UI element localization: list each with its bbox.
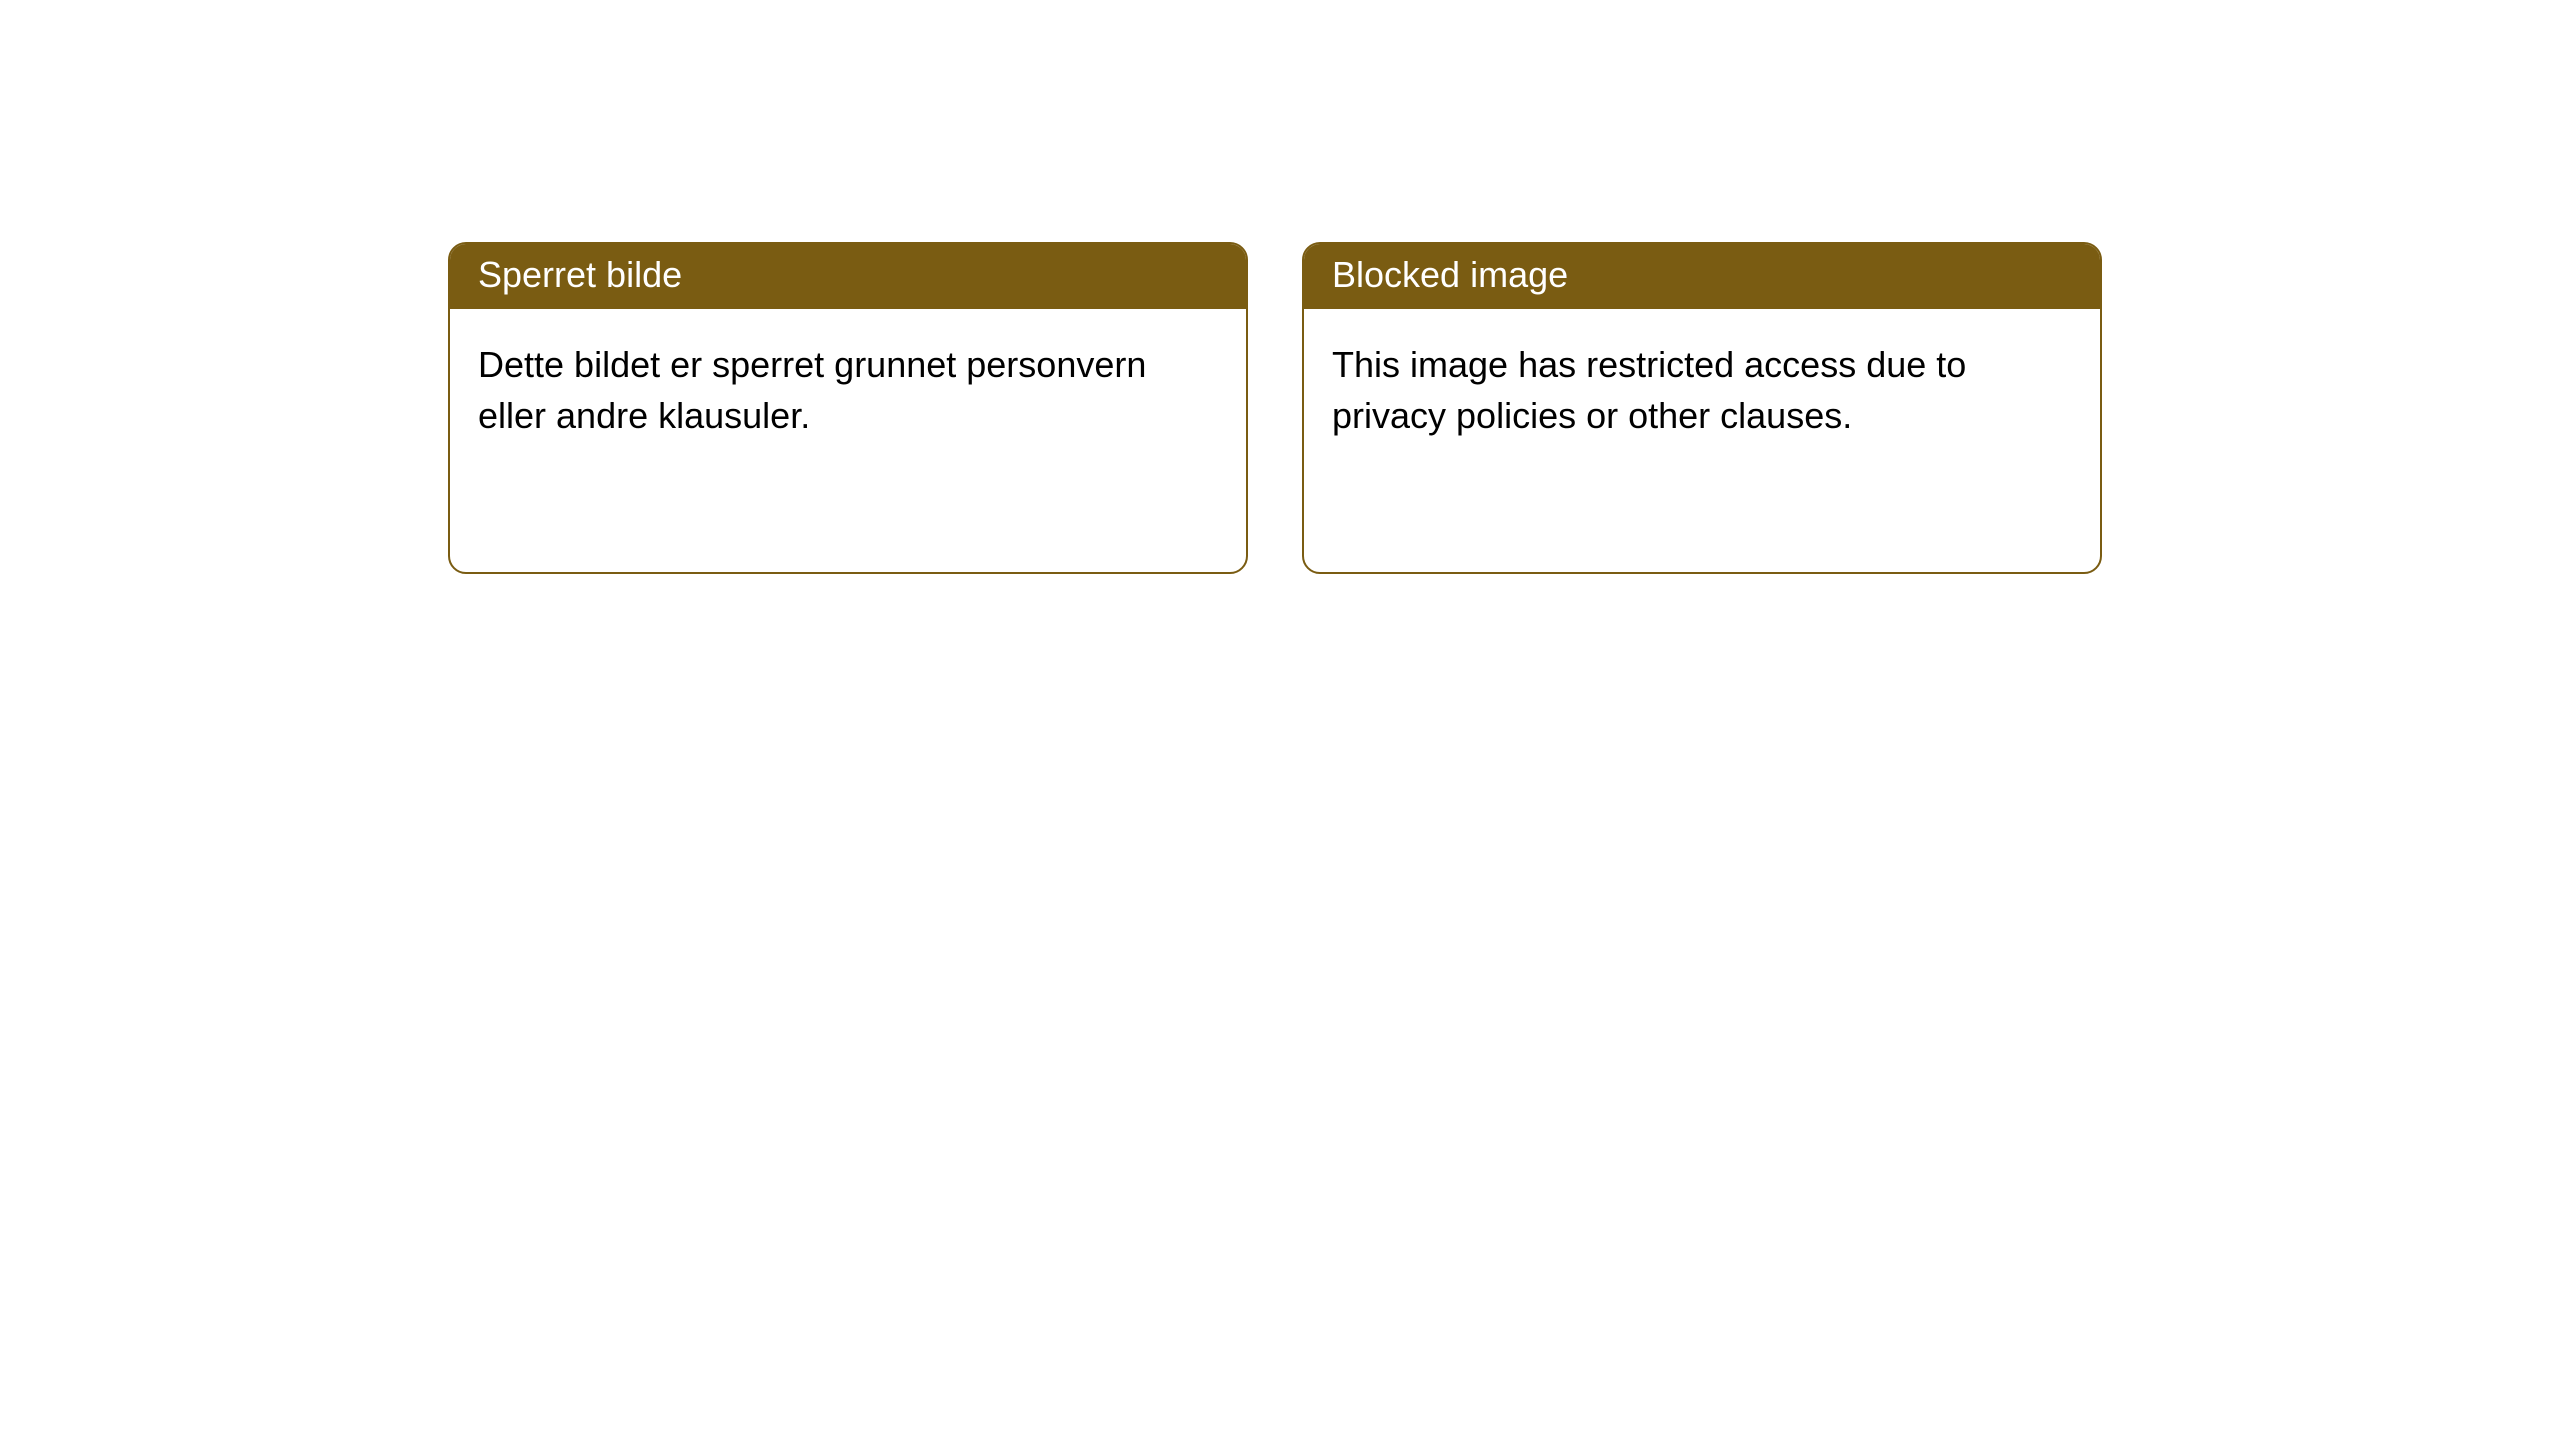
notice-header: Sperret bilde [450, 244, 1246, 309]
notice-card-english: Blocked image This image has restricted … [1302, 242, 2102, 574]
notice-body: This image has restricted access due to … [1304, 309, 2100, 471]
notice-card-norwegian: Sperret bilde Dette bildet er sperret gr… [448, 242, 1248, 574]
notice-body: Dette bildet er sperret grunnet personve… [450, 309, 1246, 471]
notice-header: Blocked image [1304, 244, 2100, 309]
notice-container: Sperret bilde Dette bildet er sperret gr… [0, 0, 2560, 574]
